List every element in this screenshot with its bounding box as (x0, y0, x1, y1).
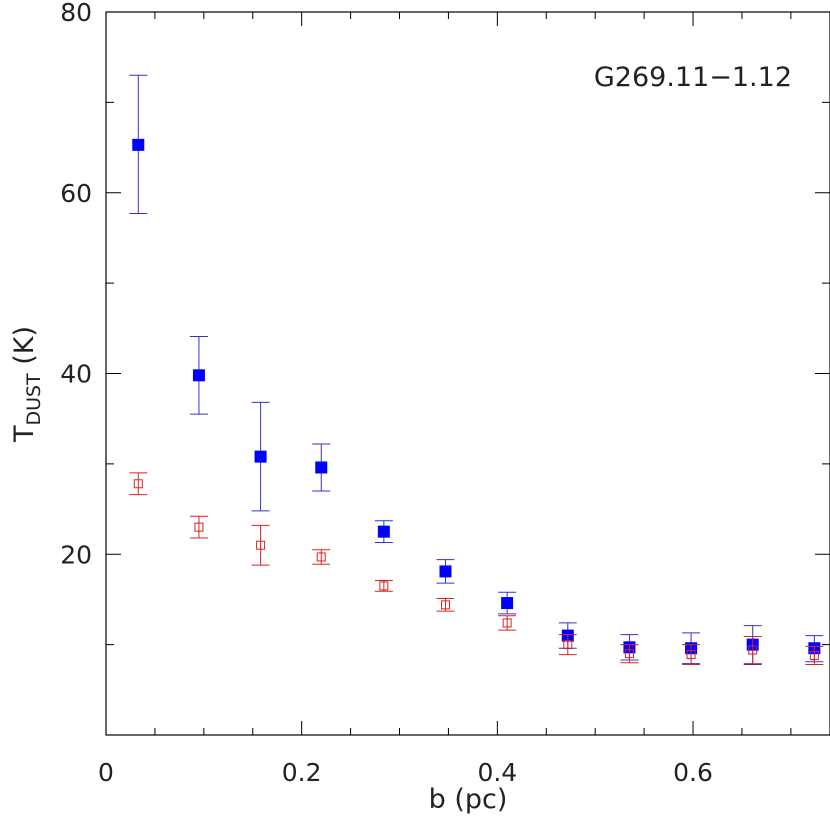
y-axis-title-unit: (K) (9, 326, 40, 373)
series-2 (129, 472, 824, 666)
data-point-open-square (748, 645, 758, 655)
data-point-open-square (194, 522, 204, 532)
data-point-open-square (256, 540, 266, 550)
data-series (129, 74, 824, 666)
y-tick-labels: 20 40 60 80 (60, 0, 92, 569)
y-tick-label: 20 (60, 540, 92, 569)
data-point-open-square (316, 552, 326, 562)
data-point-filled-square (377, 525, 390, 538)
data-point-filled-square (132, 138, 145, 151)
x-tick-label: 0.4 (477, 758, 517, 787)
data-point-open-square (502, 618, 512, 628)
data-point-filled-square (254, 450, 267, 463)
data-point-filled-square (315, 461, 328, 474)
data-point-filled-square (439, 565, 452, 578)
data-point-open-square (624, 649, 634, 659)
y-tick-label: 80 (60, 0, 92, 27)
y-tick-label: 60 (60, 179, 92, 208)
data-point-open-square (809, 650, 819, 660)
data-point-open-square (379, 581, 389, 591)
y-axis-title: TDUST (K) (9, 326, 45, 443)
x-tick-label: 0 (98, 758, 114, 787)
x-tick-label: 0.6 (673, 758, 713, 787)
axis-ticks (105, 11, 830, 735)
x-tick-labels: 0 0.2 0.4 0.6 (98, 758, 713, 787)
data-point-filled-square (192, 369, 205, 382)
x-tick-label: 0.2 (282, 758, 322, 787)
data-point-filled-square (501, 597, 514, 610)
y-axis-title-sub: DUST (23, 373, 45, 426)
y-tick-label: 40 (60, 360, 92, 389)
series-1 (129, 74, 824, 666)
data-point-open-square (133, 479, 143, 489)
data-point-open-square (686, 650, 696, 660)
y-axis-title-main: T (9, 425, 40, 443)
annotation-label: G269.11−1.12 (594, 62, 792, 93)
x-axis-title: b (pc) (429, 784, 508, 815)
plot-frame (105, 11, 830, 736)
data-point-open-square (440, 600, 450, 610)
data-point-open-square (563, 640, 573, 650)
